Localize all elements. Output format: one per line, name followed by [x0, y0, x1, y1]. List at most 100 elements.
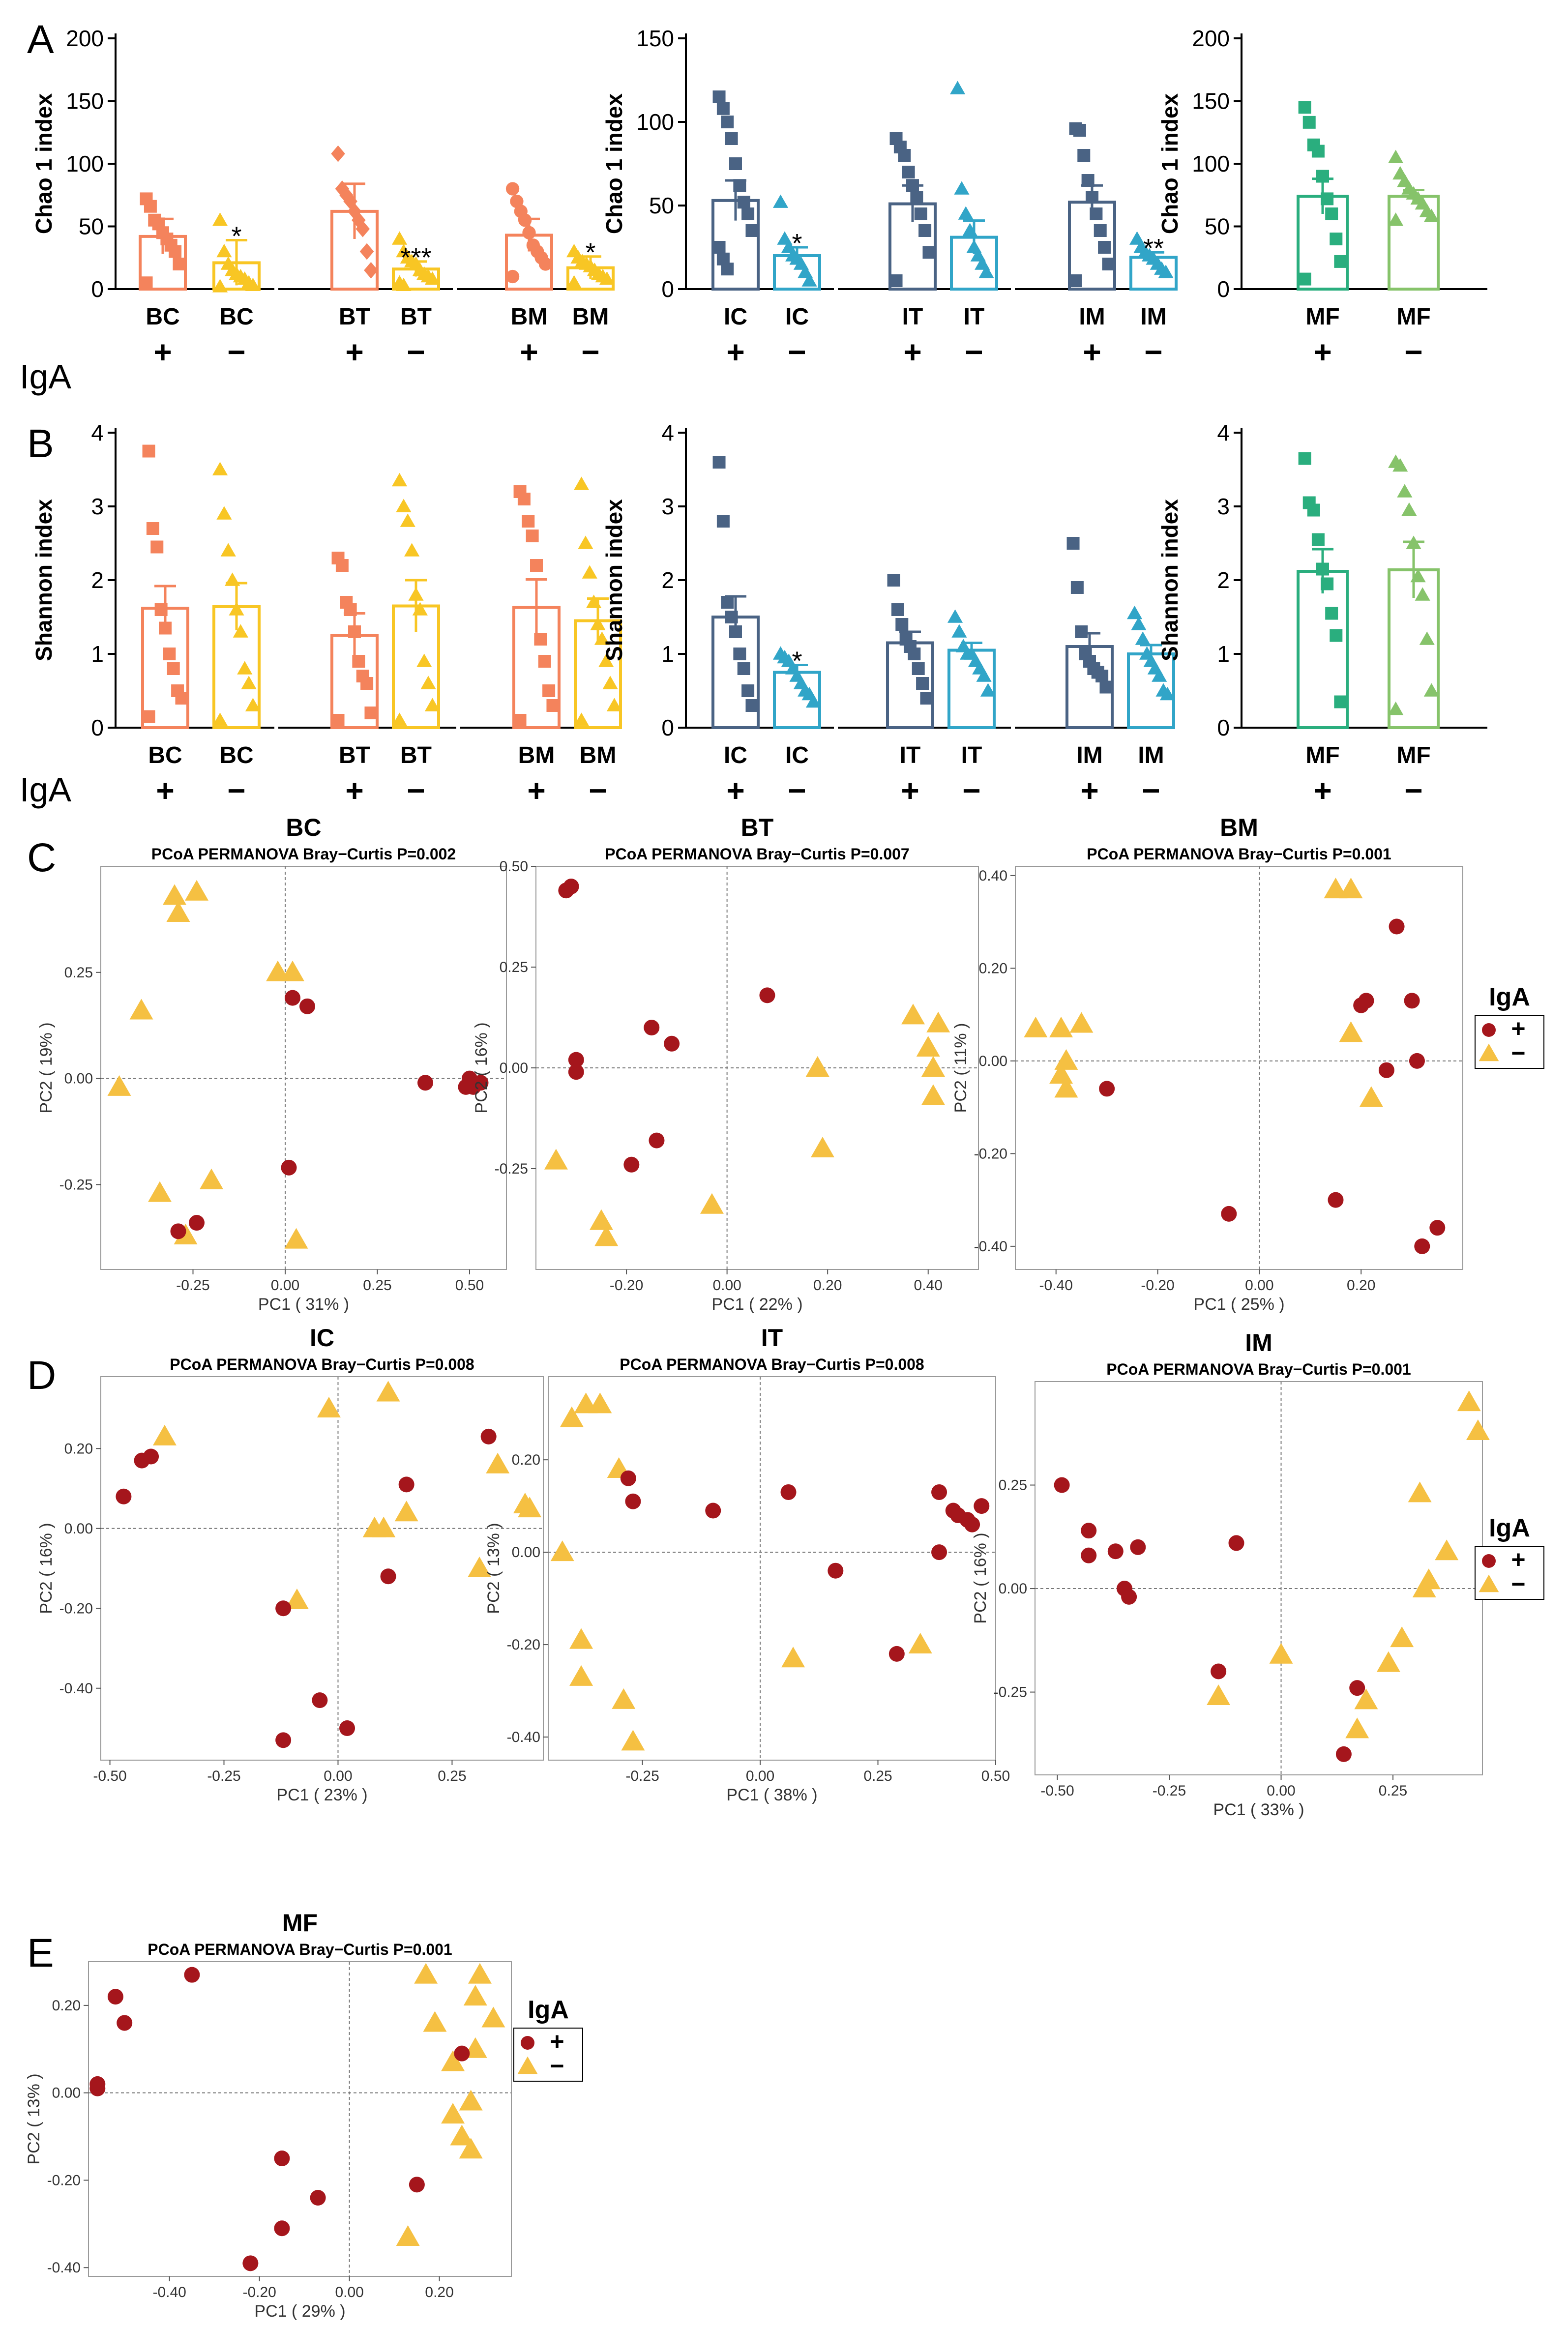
pcoa-chart-C2: BT PCoA PERMANOVA Bray−Curtis P=0.007 -0.2… — [472, 814, 979, 1314]
y-tick-label: 2 — [661, 567, 674, 593]
data-point — [396, 499, 412, 512]
iga-positive-point — [1349, 1680, 1365, 1696]
iga-negative-point — [1390, 1626, 1414, 1648]
iga-negative-point — [1054, 1077, 1078, 1098]
iga-negative-point — [163, 884, 186, 905]
data-point — [400, 513, 415, 527]
category-label: BT — [400, 742, 432, 768]
iga-negative-point — [148, 1181, 172, 1202]
data-point — [721, 263, 734, 276]
category-label: IC — [785, 304, 809, 330]
iga-positive-point — [312, 1692, 328, 1709]
iga-negative-point — [450, 2124, 474, 2146]
legend-negative-label: − — [1511, 1570, 1525, 1598]
axis-break — [834, 725, 838, 731]
data-point — [424, 698, 441, 711]
data-point — [573, 476, 590, 490]
iga-positive-point — [568, 1064, 584, 1080]
data-point — [745, 224, 759, 237]
iga-negative-point — [569, 1628, 593, 1649]
legend-title: IgA — [528, 1996, 569, 2024]
data-point — [1159, 686, 1176, 701]
data-point — [599, 271, 615, 285]
data-point — [542, 684, 556, 697]
iga-sign: + — [345, 773, 363, 808]
data-point — [1066, 537, 1080, 550]
data-point — [212, 279, 228, 293]
data-point — [594, 631, 610, 645]
iga-positive-point — [458, 1079, 474, 1095]
data-point — [510, 194, 524, 208]
data-point — [721, 596, 734, 609]
data-point — [1069, 274, 1082, 287]
iga-negative-point — [1354, 1688, 1378, 1709]
chart-subtitle: PCoA PERMANOVA Bray−Curtis P=0.007 — [605, 845, 909, 863]
iga-sign: + — [153, 334, 172, 370]
iga-sign: − — [1144, 334, 1162, 370]
data-point — [1325, 607, 1338, 620]
iga-positive-point — [964, 1516, 980, 1532]
y-axis-label: Chao 1 index — [601, 93, 627, 234]
data-point — [922, 246, 936, 259]
x-tick-label: -0.20 — [610, 1277, 643, 1294]
category-label: BT — [339, 742, 370, 768]
x-tick-label: 0.50 — [455, 1277, 484, 1294]
x-tick-label: 0.00 — [335, 2284, 363, 2300]
y-tick-label: -0.40 — [974, 1238, 1007, 1255]
data-point — [954, 181, 970, 195]
bar-chart-B3: 0 1 2 3 4 Shannon index MF + MF − — [1157, 420, 1487, 808]
iga-sign: + — [345, 334, 363, 370]
iga-positive-point — [563, 879, 579, 894]
legend-positive-marker — [1482, 1023, 1496, 1037]
iga-positive-point — [299, 998, 315, 1014]
data-point — [408, 587, 424, 601]
data-point — [906, 179, 919, 192]
x-tick-label: 0.25 — [363, 1277, 391, 1294]
iga-sign: − — [1404, 334, 1422, 370]
data-point — [1094, 224, 1107, 237]
data-point — [146, 522, 159, 535]
iga-negative-point — [129, 999, 153, 1020]
legend-positive-label: + — [550, 2028, 564, 2055]
data-point — [245, 277, 261, 292]
x-tick-label: -0.40 — [152, 2284, 186, 2300]
plot-frame — [88, 1961, 512, 2277]
x-tick-label: 0.25 — [438, 1768, 466, 1784]
iga-negative-point — [1054, 1049, 1078, 1070]
plot-frame — [1015, 866, 1463, 1270]
chart-subtitle: PCoA PERMANOVA Bray−Curtis P=0.001 — [148, 1941, 452, 1958]
legend-negative-label: − — [1511, 1039, 1525, 1067]
y-tick-label: 150 — [1192, 88, 1230, 114]
category-label: IM — [1079, 304, 1105, 330]
panel-letter-c: C — [27, 835, 56, 880]
data-point — [1330, 233, 1343, 245]
data-point — [1081, 174, 1095, 187]
iga-negative-point — [921, 1084, 945, 1105]
iga-positive-point — [1099, 1081, 1115, 1097]
category-label: BC — [219, 304, 253, 330]
data-point — [1298, 452, 1311, 465]
x-axis-label: PC1 ( 29% ) — [254, 2302, 345, 2321]
category-label: IC — [785, 742, 809, 768]
iga-negative-point — [376, 1381, 400, 1402]
iga-positive-point — [242, 2255, 259, 2271]
iga-positive-point — [950, 1507, 966, 1523]
iga-positive-point — [274, 2220, 290, 2237]
y-tick-label: 150 — [636, 26, 674, 51]
iga-sign: − — [407, 334, 425, 370]
iga-sign: + — [726, 334, 744, 370]
data-point — [1086, 191, 1098, 204]
iga-negative-point — [1049, 1016, 1073, 1037]
iga-sign: − — [965, 334, 983, 370]
iga-negative-point — [1207, 1684, 1231, 1705]
axis-break — [834, 286, 838, 292]
iga-sign: − — [788, 334, 806, 370]
y-tick-label: 0.20 — [52, 1998, 81, 2014]
x-tick-label: 0.00 — [712, 1277, 741, 1294]
data-point — [212, 462, 228, 475]
iga-negative-point — [372, 1516, 396, 1537]
legend: IgA +− — [1475, 1514, 1544, 1600]
y-tick-label: 0.00 — [64, 1071, 93, 1087]
data-point — [1073, 124, 1086, 137]
iga-negative-point — [166, 901, 190, 922]
